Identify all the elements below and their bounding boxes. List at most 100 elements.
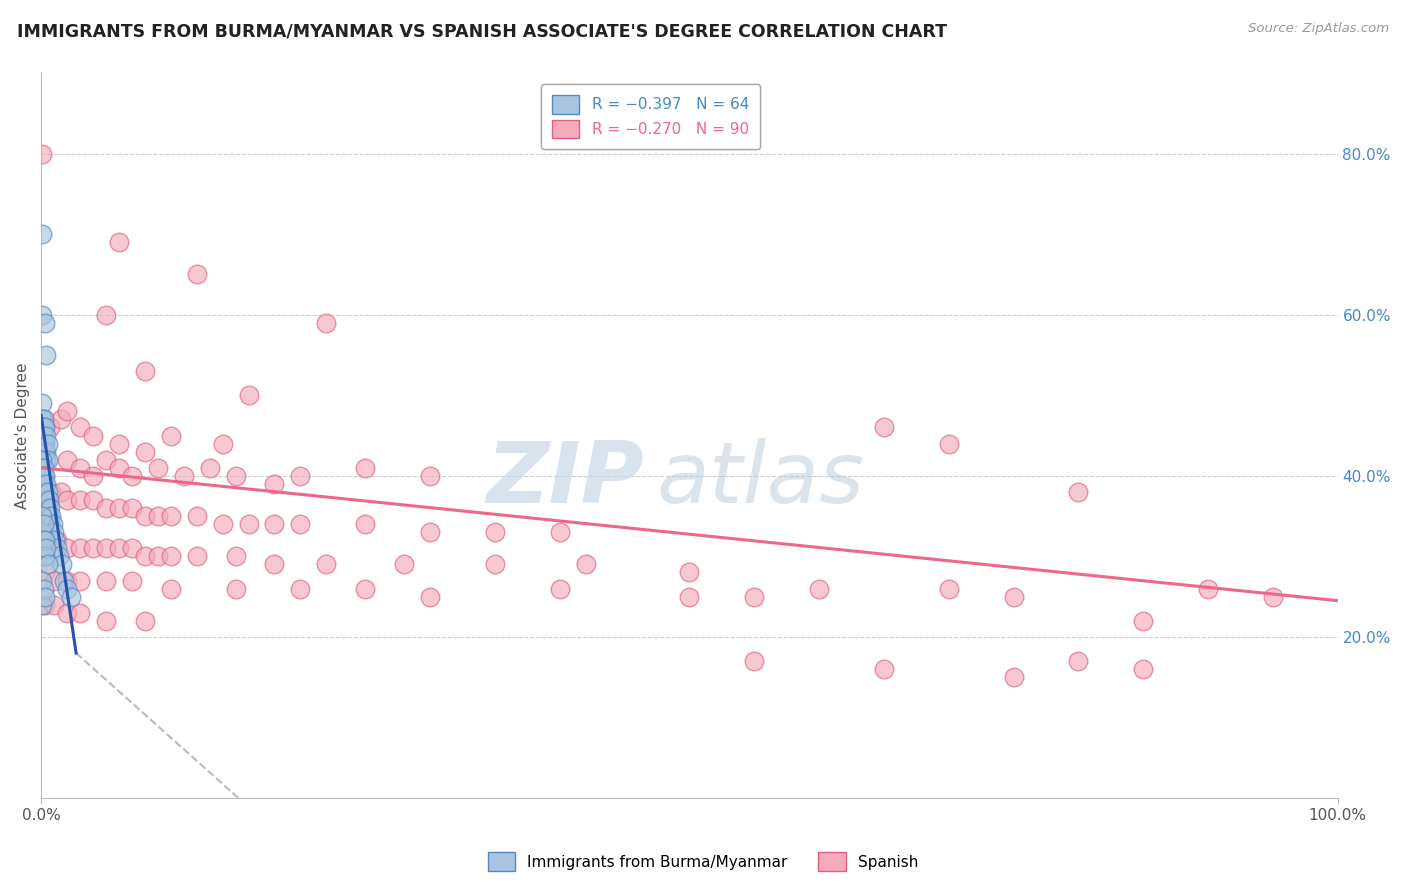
Point <box>82 541 104 556</box>
Point <box>42 517 65 532</box>
Point <box>31 476 53 491</box>
Point <box>173 468 195 483</box>
Point <box>35 476 58 491</box>
Point <box>56 574 79 588</box>
Point <box>146 460 169 475</box>
Point <box>32 420 55 434</box>
Point <box>315 558 337 572</box>
Point <box>35 541 58 556</box>
Point <box>419 468 441 483</box>
Point <box>315 316 337 330</box>
Point <box>38 509 60 524</box>
Point <box>35 493 58 508</box>
Point <box>39 420 62 434</box>
Point <box>159 582 181 596</box>
Point <box>575 558 598 572</box>
Point <box>1002 670 1025 684</box>
Point <box>51 558 73 572</box>
Point <box>32 436 55 450</box>
Point <box>354 517 377 532</box>
Point <box>32 460 55 475</box>
Point <box>39 501 62 516</box>
Point <box>678 590 700 604</box>
Point <box>211 436 233 450</box>
Point <box>37 484 59 499</box>
Point <box>56 493 79 508</box>
Point <box>34 468 56 483</box>
Point <box>45 533 67 548</box>
Point <box>39 533 62 548</box>
Point <box>49 484 72 499</box>
Point <box>34 316 56 330</box>
Point <box>31 420 53 434</box>
Point <box>198 460 221 475</box>
Point <box>1132 614 1154 628</box>
Point <box>31 412 53 426</box>
Point <box>32 533 55 548</box>
Y-axis label: Associate's Degree: Associate's Degree <box>15 362 30 508</box>
Point <box>742 590 765 604</box>
Point <box>1067 484 1090 499</box>
Point <box>94 541 117 556</box>
Point <box>484 558 506 572</box>
Point <box>211 517 233 532</box>
Point <box>32 484 55 499</box>
Point <box>134 549 156 564</box>
Point <box>38 493 60 508</box>
Point <box>134 444 156 458</box>
Point <box>56 452 79 467</box>
Point <box>41 484 63 499</box>
Point <box>42 574 65 588</box>
Point <box>35 348 58 362</box>
Point <box>56 404 79 418</box>
Point <box>35 444 58 458</box>
Point <box>41 509 63 524</box>
Point <box>186 509 208 524</box>
Point <box>873 420 896 434</box>
Point <box>159 509 181 524</box>
Point <box>31 541 53 556</box>
Point <box>56 582 79 596</box>
Point <box>32 412 55 426</box>
Point <box>34 420 56 434</box>
Point <box>186 268 208 282</box>
Point <box>238 517 260 532</box>
Point <box>238 388 260 402</box>
Point <box>39 517 62 532</box>
Point <box>49 412 72 426</box>
Point <box>31 574 53 588</box>
Point <box>1002 590 1025 604</box>
Point <box>69 493 91 508</box>
Point <box>742 654 765 668</box>
Point <box>108 541 131 556</box>
Point <box>94 452 117 467</box>
Point <box>34 598 56 612</box>
Legend: R = −0.397   N = 64, R = −0.270   N = 90: R = −0.397 N = 64, R = −0.270 N = 90 <box>541 84 759 149</box>
Point <box>56 606 79 620</box>
Point <box>392 558 415 572</box>
Point <box>32 476 55 491</box>
Point <box>31 452 53 467</box>
Text: ZIP: ZIP <box>486 438 644 521</box>
Point <box>108 501 131 516</box>
Point <box>263 558 285 572</box>
Point <box>69 460 91 475</box>
Point <box>873 662 896 676</box>
Point <box>31 509 53 524</box>
Point <box>225 468 247 483</box>
Point <box>35 428 58 442</box>
Point <box>34 493 56 508</box>
Point <box>146 549 169 564</box>
Point <box>35 452 58 467</box>
Point <box>31 460 53 475</box>
Point <box>53 574 76 588</box>
Point <box>69 574 91 588</box>
Point <box>108 436 131 450</box>
Point <box>1261 590 1284 604</box>
Point <box>159 549 181 564</box>
Point <box>121 468 143 483</box>
Point <box>290 468 312 483</box>
Point <box>225 549 247 564</box>
Point <box>134 364 156 378</box>
Point <box>34 549 56 564</box>
